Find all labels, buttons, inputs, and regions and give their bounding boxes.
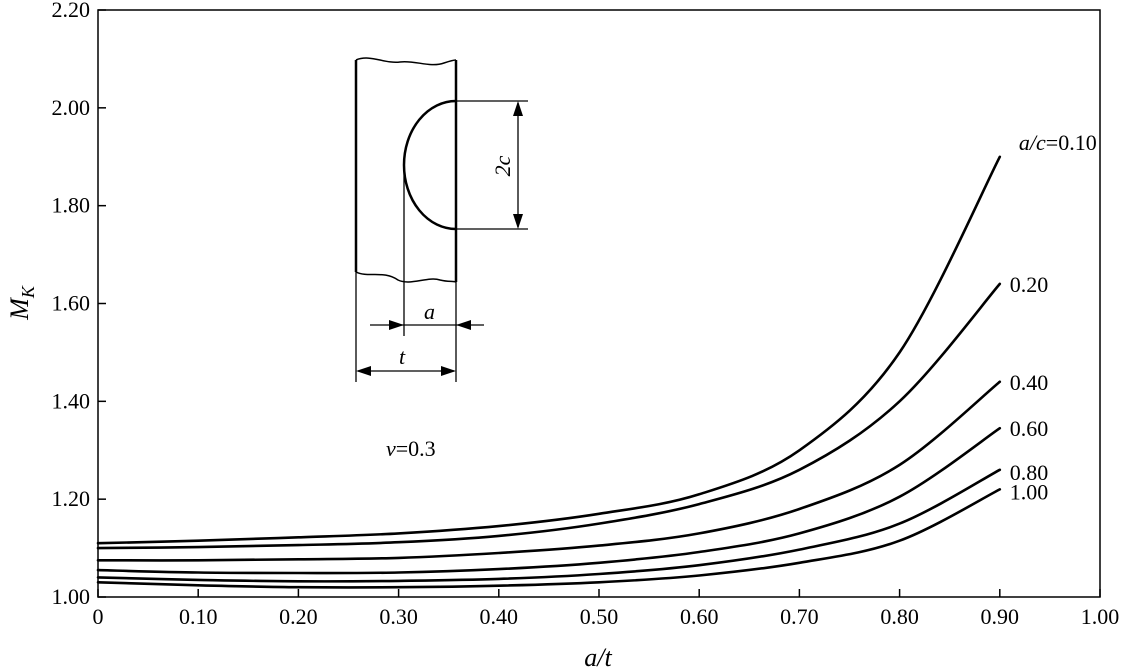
x-tick-label: 1.00 [1081, 604, 1120, 629]
y-tick-label: 1.20 [52, 486, 91, 511]
series-line [96, 155, 1002, 545]
x-tick-label: 0.70 [780, 604, 819, 629]
inset-label-a: a [424, 299, 435, 324]
y-tick-label: 2.20 [52, 0, 91, 22]
series-group [96, 155, 1002, 589]
series-label: a/c=0.10 [1019, 130, 1097, 155]
inset-label-t: t [399, 344, 406, 369]
crack-profile [402, 99, 457, 231]
series-line [96, 488, 1002, 589]
y-tick-label: 2.00 [52, 95, 91, 120]
y-tick-group: 1.00 1.20 1.40 1.60 1.80 2.00 2.20 [52, 0, 106, 609]
series-line [96, 426, 1002, 575]
series-line [96, 282, 1002, 550]
y-axis-label: MK [5, 285, 38, 321]
plate-bottom-break [355, 271, 457, 283]
x-tick-label: 0.20 [279, 604, 318, 629]
series-label: 1.00 [1010, 479, 1049, 504]
x-tick-label: 0 [93, 604, 104, 629]
series-line [96, 380, 1002, 562]
x-tick-label: 0.10 [179, 604, 218, 629]
series-label-group: a/c=0.10 0.20 0.40 0.60 0.801.00 [1010, 130, 1097, 505]
crack-inset-diagram [354, 57, 528, 382]
a-arrow-left [389, 320, 404, 330]
poisson-ratio-note: v=0.3 [386, 436, 436, 461]
2c-arrow-bottom [513, 214, 523, 229]
series-label: 0.80 [1010, 460, 1049, 485]
2c-arrow-top [513, 101, 523, 116]
plate-top-break [355, 57, 457, 66]
x-tick-label: 0.50 [580, 604, 619, 629]
series-label: 0.60 [1010, 416, 1049, 441]
t-arrow-right [441, 366, 456, 376]
y-tick-label: 1.00 [52, 584, 91, 609]
series-label: 0.40 [1010, 370, 1049, 395]
x-tick-label: 0.30 [379, 604, 418, 629]
x-axis-label: a/t [584, 643, 612, 671]
y-tick-label: 1.80 [52, 193, 91, 218]
inset-label-2c: 2c [490, 155, 515, 176]
x-tick-label: 0.40 [480, 604, 519, 629]
t-arrow-left [356, 366, 371, 376]
plot-frame [97, 9, 1101, 598]
x-tick-group: 0 0.10 0.20 0.30 0.40 0.50 0.60 0.70 0.80 0.90 1.0… [93, 589, 1120, 629]
series-line [96, 468, 1002, 583]
a-arrow-right [456, 320, 471, 330]
x-tick-label: 0.90 [981, 604, 1020, 629]
y-tick-label: 1.40 [52, 388, 91, 413]
y-tick-label: 1.60 [52, 291, 91, 316]
x-tick-label: 0.80 [880, 604, 919, 629]
x-tick-label: 0.60 [680, 604, 719, 629]
series-label: 0.20 [1010, 272, 1049, 297]
